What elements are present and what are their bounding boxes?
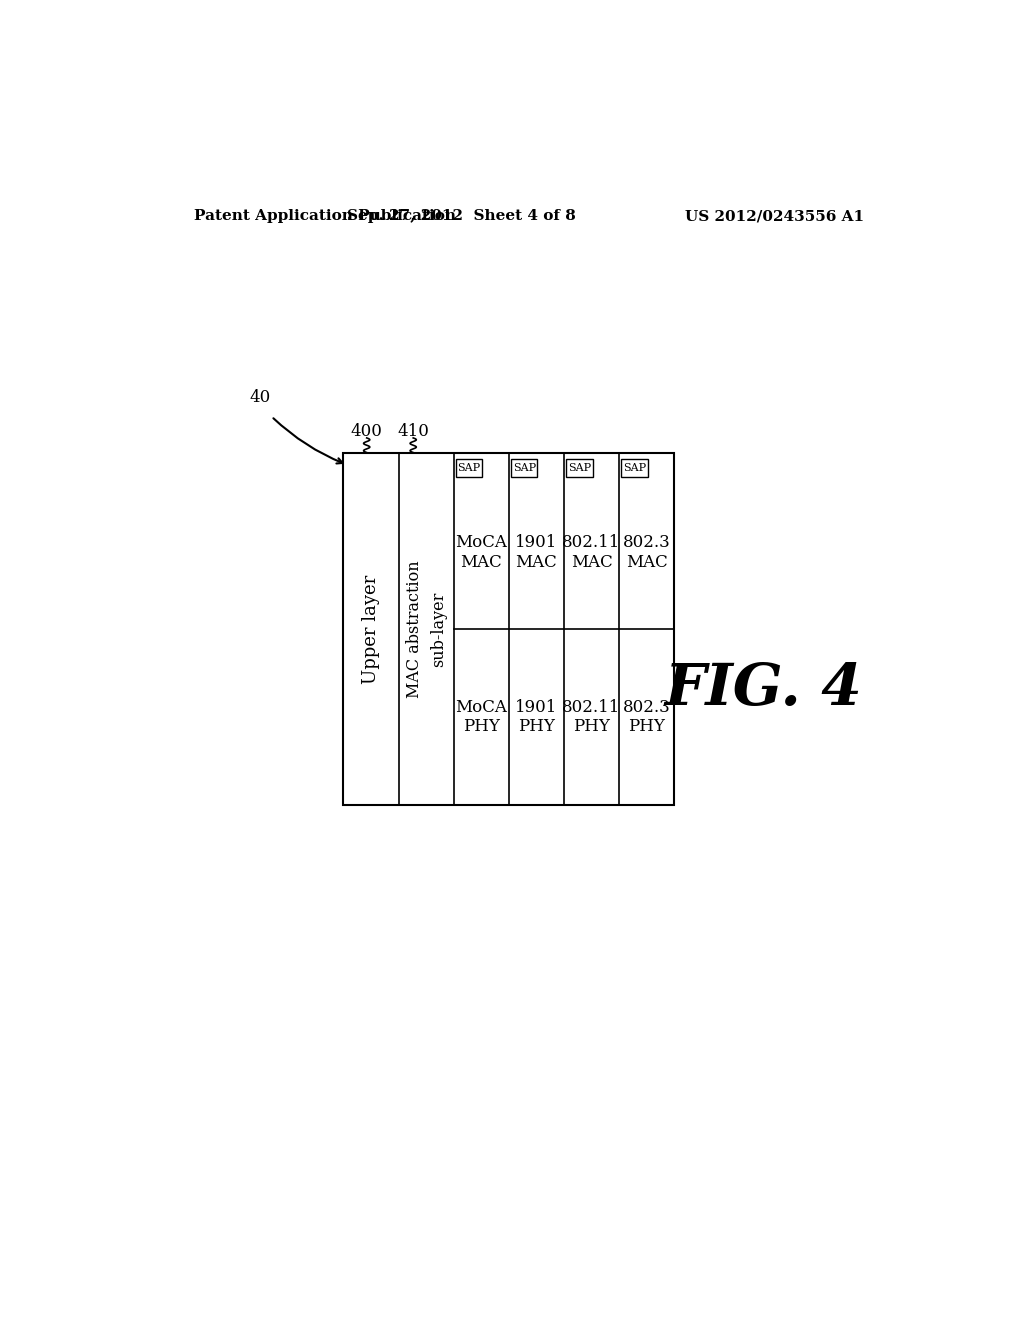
Text: SAP: SAP	[513, 463, 536, 473]
Text: 802.3
MAC: 802.3 MAC	[623, 535, 671, 572]
Text: 40: 40	[249, 388, 270, 405]
Text: SAP: SAP	[568, 463, 591, 473]
Text: 1901
PHY: 1901 PHY	[515, 698, 557, 735]
Text: 802.11
PHY: 802.11 PHY	[562, 698, 621, 735]
Text: SAP: SAP	[458, 463, 480, 473]
Text: Patent Application Publication: Patent Application Publication	[194, 209, 456, 223]
Text: MAC abstraction
sub-layer: MAC abstraction sub-layer	[407, 561, 446, 698]
Text: Upper layer: Upper layer	[362, 574, 380, 684]
Text: SAP: SAP	[623, 463, 646, 473]
Text: 1901
MAC: 1901 MAC	[515, 535, 557, 572]
Text: 802.11
MAC: 802.11 MAC	[562, 535, 621, 572]
Text: Sep. 27, 2012  Sheet 4 of 8: Sep. 27, 2012 Sheet 4 of 8	[347, 209, 575, 223]
Text: MoCA
MAC: MoCA MAC	[456, 535, 507, 572]
Text: US 2012/0243556 A1: US 2012/0243556 A1	[685, 209, 864, 223]
Text: 802.3
PHY: 802.3 PHY	[623, 698, 671, 735]
Text: 400: 400	[351, 424, 383, 441]
Bar	[343, 453, 675, 805]
Text: FIG. 4: FIG. 4	[665, 661, 862, 718]
Text: 410: 410	[397, 424, 429, 441]
Text: MoCA
PHY: MoCA PHY	[456, 698, 507, 735]
